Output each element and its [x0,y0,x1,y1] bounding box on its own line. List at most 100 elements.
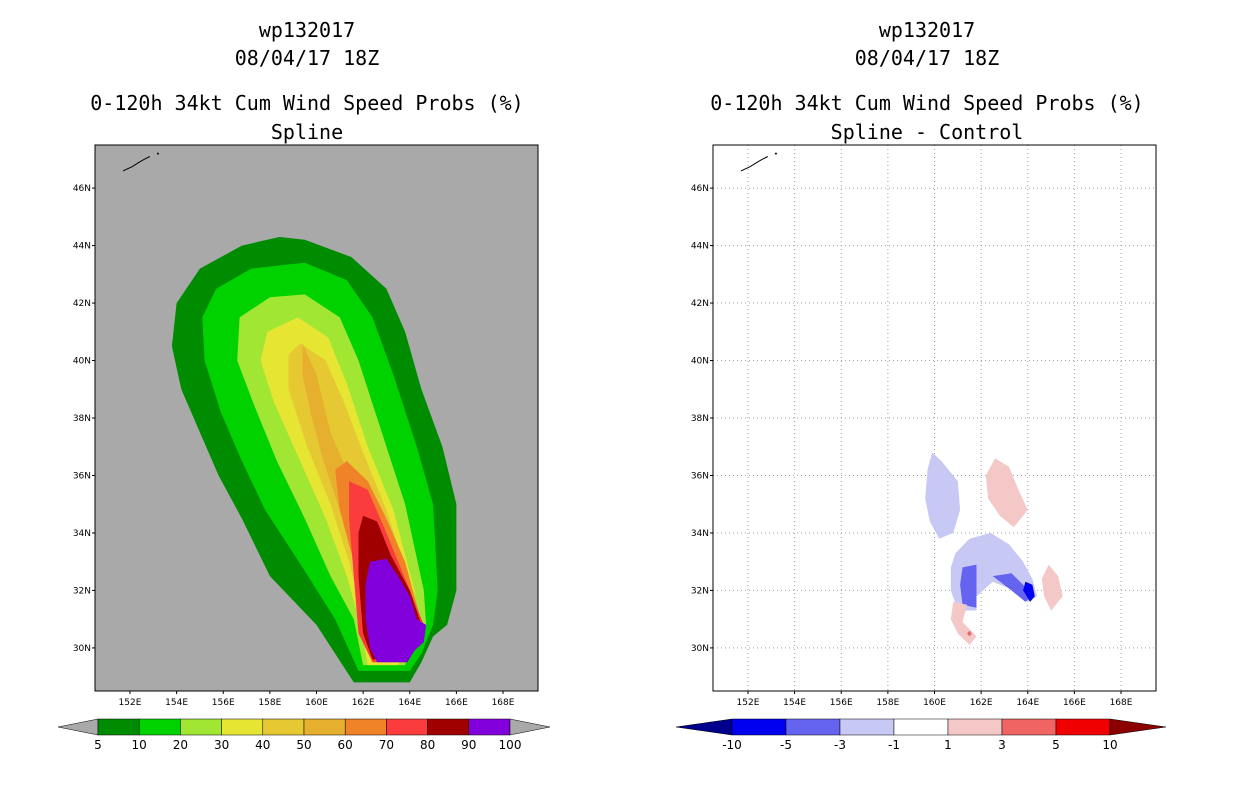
colorbar-label: 5 [1052,738,1060,752]
colorbar-box [839,718,895,736]
y-tick-label: 46N [691,184,709,194]
y-tick-label: 38N [691,414,709,424]
x-tick-label: 152E [737,698,760,708]
colorbar-label: 60 [338,738,353,752]
x-tick-label: 166E [445,698,468,708]
colorbar-label: 50 [296,738,311,752]
y-tick-label: 36N [73,471,91,481]
colorbar-box [947,718,1003,736]
x-tick-label: 166E [1063,698,1086,708]
colorbar-box [1001,718,1057,736]
island-dot [774,152,777,155]
colorbar-label: -10 [722,738,742,752]
x-tick-label: 162E [352,698,375,708]
colorbar: 5 10 20 30 40 50 60 70 80 90 100 [57,718,551,752]
colorbar-label: -1 [888,738,900,752]
y-tick-label: 46N [73,184,91,194]
right-title-datetime: 08/04/17 18Z [854,46,1000,70]
contour-group [171,237,457,683]
colorbar-label: 10 [132,738,147,752]
colorbar-box [221,718,264,736]
y-tick-label: 44N [73,242,91,252]
colorbar-box [303,718,346,736]
right-title-quantity: 0-120h 34kt Cum Wind Speed Probs (%) [710,91,1144,115]
colorbar-high-triangle [509,718,551,736]
contour-90-100 [365,558,427,663]
colorbar-box [468,718,511,736]
colorbar-label: 100 [499,738,522,752]
colorbar-box [97,718,140,736]
y-tick-label: 40N [691,357,709,367]
colorbar-label: -3 [834,738,846,752]
chart-panel-0: 152E 154E 156E 158E 160E 162E 164E 166E 168E 30N 3… [57,144,551,752]
colorbar-label: 1 [944,738,952,752]
y-tick-label: 44N [691,242,709,252]
colorbar-box [893,718,949,736]
x-tick-label: 164E [398,698,421,708]
colorbar-label: 3 [998,738,1006,752]
colorbar-low-triangle [57,718,99,736]
contour-1 to 3 [1041,564,1063,611]
contour--5 to -3 [960,564,977,608]
y-tick-label: 42N [73,299,91,309]
island-coastline [122,156,151,172]
colorbar: -10 -5 -3 -1 1 3 5 10 [675,718,1167,752]
right-title-storm-id: wp132017 [878,18,976,42]
y-tick-label: 30N [691,644,709,654]
x-tick-label: 154E [165,698,188,708]
x-tick-label: 164E [1016,698,1039,708]
colorbar-box [1055,718,1111,736]
x-tick-label: 168E [492,698,515,708]
y-tick-label: 42N [691,299,709,309]
left-title-subtitle: Spline [270,120,344,144]
colorbar-label: 90 [461,738,476,752]
x-tick-label: 156E [830,698,853,708]
colorbar-label: -5 [780,738,792,752]
chart-panel-1: 152E 154E 156E 158E 160E 162E 164E 166E 168E 30N 3… [675,144,1167,752]
island-coastline [740,156,769,172]
colorbar-label: 10 [1102,738,1117,752]
left-title-quantity: 0-120h 34kt Cum Wind Speed Probs (%) [90,91,524,115]
contour-group [925,452,1063,645]
right-title-subtitle: Spline - Control [830,120,1024,144]
colorbar-box [427,718,470,736]
colorbar-high-triangle [1109,718,1167,736]
y-tick-label: 32N [73,586,91,596]
y-tick-label: 32N [691,586,709,596]
y-tick-label: 34N [73,529,91,539]
y-tick-label: 38N [73,414,91,424]
colorbar-label: 20 [173,738,188,752]
colorbar-label: 80 [420,738,435,752]
colorbar-box [386,718,428,736]
colorbar-box [731,718,787,736]
y-tick-label: 40N [73,357,91,367]
x-tick-label: 162E [970,698,993,708]
island-dot [156,152,159,155]
contour-3 to 5 [967,630,972,637]
colorbar-box [180,718,222,736]
contour--3 to -1 [925,452,961,539]
colorbar-label: 70 [379,738,394,752]
left-title-datetime: 08/04/17 18Z [234,46,380,70]
colorbar-label: 40 [255,738,270,752]
contour--10 to -5 [1023,581,1035,602]
x-tick-label: 156E [212,698,235,708]
colorbar-box [344,718,387,736]
colorbar-label: 5 [94,738,102,752]
x-tick-label: 152E [119,698,142,708]
y-tick-label: 36N [691,471,709,481]
x-tick-label: 160E [305,698,328,708]
x-tick-label: 158E [258,698,281,708]
x-tick-label: 154E [783,698,806,708]
x-tick-label: 158E [876,698,899,708]
colorbar-low-triangle [675,718,733,736]
colorbar-box [785,718,841,736]
contour--5 to -3 [992,573,1033,602]
x-tick-label: 168E [1110,698,1133,708]
colorbar-label: 30 [214,738,229,752]
colorbar-box [262,718,305,736]
colorbar-box [138,718,181,736]
left-title-storm-id: wp132017 [258,18,356,42]
contour-1 to 3 [985,458,1028,528]
y-tick-label: 34N [691,529,709,539]
